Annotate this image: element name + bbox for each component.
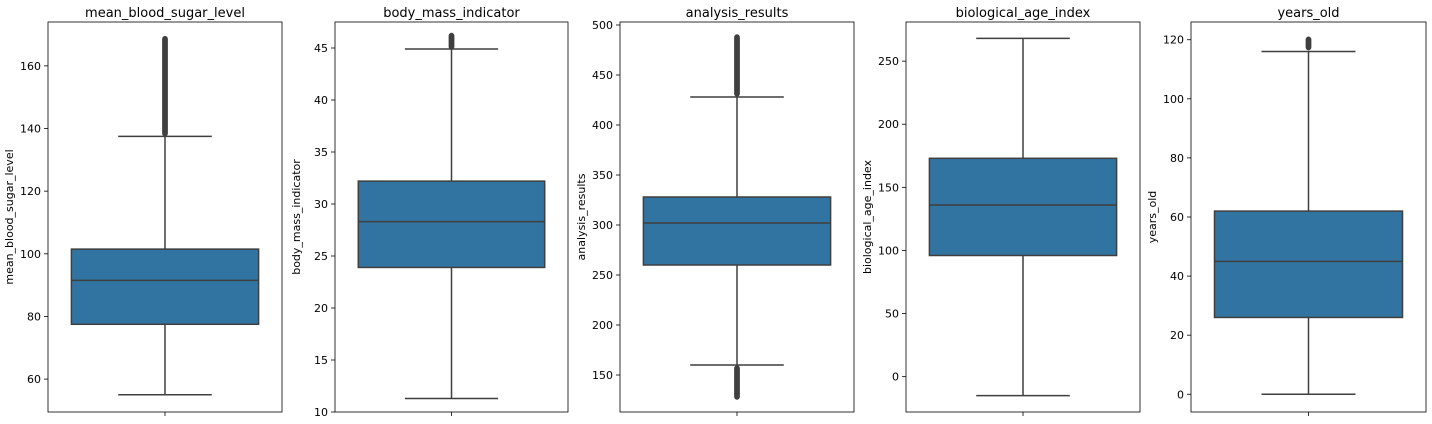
axes-frame [334, 21, 569, 413]
axes-frame [1190, 21, 1427, 413]
panel-title: mean_blood_sugar_level [85, 6, 245, 21]
y-tick-label: 40 [1170, 270, 1184, 283]
y-tick-label: 200 [878, 118, 899, 131]
outliers-high [448, 32, 455, 50]
y-axis-label: biological_age_index [861, 160, 874, 275]
y-tick-label: 500 [592, 19, 613, 32]
y-tick-label: 350 [592, 169, 613, 182]
y-tick-label: 10 [314, 406, 328, 419]
iqr-box [928, 157, 1118, 257]
axes-frame [619, 21, 855, 413]
y-tick-label: 140 [20, 123, 41, 136]
y-tick-label: 80 [1170, 152, 1184, 165]
y-tick-label: 35 [314, 146, 328, 159]
panel-5: years_old years_old 0 20 40 60 80 100 120 [1146, 6, 1427, 416]
y-tick-label: 20 [1170, 329, 1184, 342]
panel-title: years_old [1277, 6, 1339, 21]
y-tick-label: 50 [885, 308, 899, 321]
y-tick-label: 160 [20, 60, 41, 73]
y-tick-label: 250 [592, 269, 613, 282]
y-tick-label: 25 [314, 250, 328, 263]
panel-2: body_mass_indicator body_mass_indicator 10… [290, 6, 569, 419]
y-tick-label: 100 [20, 248, 41, 261]
y-axis-label: years_old [1146, 191, 1159, 244]
outliers-high [1305, 36, 1312, 51]
panel-3: analysis_results analysis_results 150 200 25… [575, 6, 855, 416]
y-tick-label: 40 [314, 94, 328, 107]
y-tick-label: 0 [892, 371, 899, 384]
y-tick-label: 15 [314, 354, 328, 367]
y-axis-label: analysis_results [575, 173, 588, 260]
y-tick-label: 400 [592, 119, 613, 132]
y-tick-label: 200 [592, 319, 613, 332]
y-tick-label: 30 [314, 198, 328, 211]
iqr-box [1213, 210, 1404, 319]
y-tick-label: 120 [20, 185, 41, 198]
y-tick-label: 250 [878, 55, 899, 68]
iqr-box [357, 180, 546, 269]
outliers-low [734, 365, 740, 400]
y-tick-label: 100 [1163, 93, 1184, 106]
y-tick-label: 20 [314, 302, 328, 315]
y-axis-label: body_mass_indicator [290, 159, 303, 275]
y-tick-label: 450 [592, 69, 613, 82]
iqr-box [642, 196, 832, 266]
iqr-box [70, 248, 260, 326]
outliers-high [162, 35, 168, 137]
y-tick-label: 100 [878, 244, 899, 257]
y-tick-label: 300 [592, 219, 613, 232]
panel-title: analysis_results [686, 6, 789, 21]
y-tick-label: 0 [1177, 388, 1184, 401]
axes-frame [905, 21, 1141, 413]
y-tick-label: 60 [27, 373, 41, 386]
y-tick-label: 80 [27, 310, 41, 323]
y-axis-label: mean_blood_sugar_level [3, 149, 16, 284]
y-tick-label: 45 [314, 42, 328, 55]
axes-frame [47, 21, 283, 413]
y-tick-label: 120 [1163, 34, 1184, 47]
panel-4: biological_age_index biological_age_index… [861, 6, 1141, 416]
y-tick-label: 60 [1170, 211, 1184, 224]
y-tick-label: 150 [878, 181, 899, 194]
outliers-high [734, 34, 740, 97]
panel-title: body_mass_indicator [383, 6, 520, 21]
y-tick-label: 150 [592, 369, 613, 382]
panel-title: biological_age_index [956, 6, 1091, 21]
panel-1: mean_blood_sugar_level mean_blood_sugar_l… [3, 6, 283, 416]
